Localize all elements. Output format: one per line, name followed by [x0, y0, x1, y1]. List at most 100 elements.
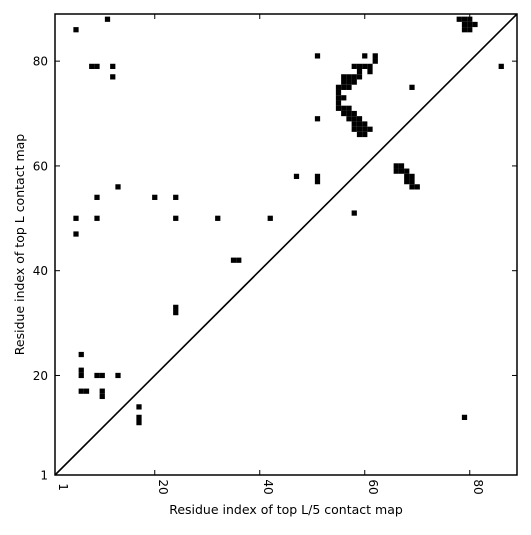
- contact-point: [367, 63, 373, 70]
- contact-point: [467, 21, 473, 28]
- contact-point: [99, 393, 105, 400]
- contact-point: [461, 16, 468, 22]
- contact-point: [73, 231, 79, 237]
- contact-point: [456, 16, 462, 22]
- contact-point: [267, 215, 273, 221]
- contact-point: [230, 257, 237, 263]
- contact-point: [409, 84, 415, 90]
- contact-point: [461, 414, 468, 420]
- contact-point: [351, 126, 357, 132]
- tick-layer: 1 20 40 60 80 1 20 40 60 80: [33, 14, 517, 495]
- y-tick-label: 20: [33, 369, 48, 383]
- contact-point: [110, 63, 116, 70]
- contact-point: [356, 116, 363, 122]
- contact-point: [461, 21, 468, 28]
- contact-point: [335, 100, 342, 106]
- contact-point: [99, 372, 105, 379]
- contact-point: [356, 69, 363, 75]
- contact-point: [341, 110, 347, 117]
- contact-point: [409, 173, 415, 180]
- contact-point: [173, 194, 179, 200]
- contact-point: [94, 194, 100, 200]
- contact-point: [115, 184, 121, 190]
- contact-point: [404, 173, 410, 180]
- contact-point: [346, 79, 352, 85]
- contact-point: [404, 179, 410, 185]
- contact-point: [409, 179, 415, 185]
- contact-point: [346, 110, 352, 117]
- contact-point: [83, 388, 90, 394]
- contact-point: [351, 210, 357, 216]
- contact-point: [351, 110, 357, 117]
- contact-point: [173, 215, 179, 221]
- contact-point: [356, 131, 363, 138]
- contact-point: [335, 95, 342, 101]
- contact-point: [78, 351, 84, 358]
- contact-point: [78, 367, 84, 373]
- contact-point: [346, 74, 352, 80]
- contact-point: [356, 74, 363, 80]
- contact-point: [314, 53, 321, 59]
- contact-point: [99, 388, 105, 394]
- contact-point: [314, 173, 321, 180]
- x-axis-label: Residue index of top L/5 contact map: [169, 502, 403, 517]
- contact-point: [215, 215, 221, 221]
- contact-point: [314, 179, 321, 185]
- contact-point: [414, 184, 420, 190]
- contact-point: [94, 372, 100, 379]
- contact-point: [78, 388, 84, 394]
- contact-point: [152, 194, 158, 200]
- contact-point: [461, 27, 468, 33]
- contact-point: [372, 58, 378, 64]
- contact-point: [341, 105, 347, 111]
- contact-point: [362, 126, 368, 132]
- contact-point: [467, 16, 473, 22]
- contact-point: [346, 105, 352, 111]
- contact-point: [136, 404, 142, 410]
- contact-point: [236, 257, 242, 263]
- contact-point: [362, 63, 368, 70]
- contact-point: [341, 74, 347, 80]
- contact-point: [472, 21, 478, 28]
- contact-point: [110, 74, 116, 80]
- y-tick-label: 80: [33, 55, 48, 69]
- contact-point: [346, 84, 352, 90]
- contact-point: [94, 215, 100, 221]
- contact-point: [398, 163, 405, 169]
- contact-point: [393, 168, 399, 174]
- plot-frame: [54, 13, 518, 476]
- contact-point: [362, 131, 368, 138]
- contact-point: [73, 27, 79, 33]
- y-tick-label: 1: [40, 469, 48, 483]
- contact-point: [335, 105, 342, 111]
- contact-point: [362, 53, 368, 59]
- contact-point: [341, 84, 347, 90]
- contact-point: [372, 53, 378, 59]
- contact-point: [115, 372, 121, 379]
- diagonal-line: [54, 13, 518, 476]
- contact-point: [335, 89, 342, 96]
- y-axis-label: Residue index of top L contact map: [12, 134, 27, 355]
- contact-point: [173, 304, 179, 310]
- contact-point: [409, 184, 415, 190]
- contact-point: [341, 79, 347, 85]
- x-tick-label: 40: [261, 479, 275, 494]
- contact-point: [341, 95, 347, 101]
- y-tick-label: 40: [33, 264, 48, 278]
- contact-point: [467, 27, 473, 33]
- contact-point: [351, 74, 357, 80]
- contact-point: [498, 63, 504, 70]
- contact-point: [136, 414, 142, 420]
- contact-point: [356, 126, 363, 132]
- contact-point: [393, 163, 399, 169]
- contact-point: [356, 63, 363, 70]
- contact-point: [351, 116, 357, 122]
- contact-point: [367, 126, 373, 132]
- contact-point: [356, 121, 363, 127]
- contact-point: [367, 69, 373, 75]
- contact-point: [346, 116, 352, 122]
- x-tick-label: 1: [56, 483, 70, 491]
- x-tick-label: 80: [471, 479, 485, 494]
- contact-point: [404, 168, 410, 174]
